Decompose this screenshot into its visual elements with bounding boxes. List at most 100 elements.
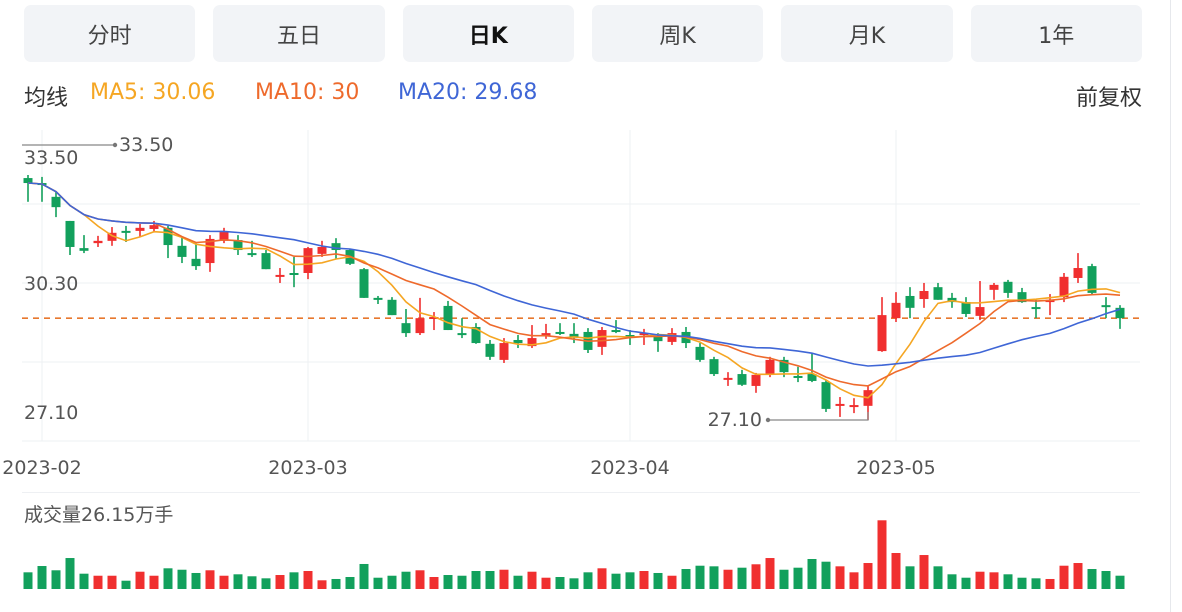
candle-body — [443, 305, 453, 331]
volume-bar — [1087, 569, 1097, 589]
volume-bar — [373, 577, 383, 589]
candle-body — [191, 258, 201, 267]
candle — [471, 323, 481, 344]
volume-bar — [751, 564, 761, 589]
candle-body — [65, 220, 75, 247]
candle — [611, 320, 621, 334]
volume-bars — [23, 520, 1125, 589]
candle — [709, 356, 719, 376]
tab-monthly-k[interactable]: 月K — [781, 5, 953, 62]
tab-daily-k[interactable]: 日K — [402, 5, 574, 62]
candle — [37, 176, 47, 202]
volume-bar — [191, 572, 201, 589]
volume-bar — [499, 569, 509, 589]
volume-bar — [485, 570, 495, 589]
volume-bar — [555, 576, 565, 589]
candle — [751, 372, 761, 393]
right-border — [1170, 0, 1171, 612]
volume-bar — [37, 566, 47, 589]
volume-bar — [527, 571, 537, 589]
volume-bar — [1031, 578, 1041, 589]
price-adjust-toggle[interactable]: 前复权 — [1075, 86, 1142, 111]
candle-body — [639, 333, 649, 336]
candle — [485, 339, 495, 360]
candle-body — [373, 297, 383, 300]
max-marker-label: 33.50 — [119, 134, 173, 156]
grid — [22, 130, 1140, 442]
ma-legend: 均线 MA5: 30.06 MA10: 30 MA20: 29.68 前复权 — [24, 80, 1142, 111]
candle — [919, 282, 929, 308]
candle-body — [877, 315, 887, 352]
volume-bar — [569, 578, 579, 589]
volume-bar — [149, 575, 159, 589]
volume-bar — [849, 572, 859, 589]
y-axis-label-max: 33.50 — [24, 147, 78, 169]
candle — [303, 246, 313, 280]
candle-body — [555, 331, 565, 334]
volume-bar — [163, 568, 173, 589]
min-marker-dot — [765, 417, 771, 423]
candle-body — [135, 227, 145, 231]
candle-body — [1087, 266, 1097, 293]
candle-body — [653, 336, 663, 342]
ma-legend-title: 均线 — [24, 86, 69, 111]
ma10-line — [27, 182, 1121, 387]
volume-bar — [793, 567, 803, 589]
volume-bar — [513, 575, 523, 589]
candle-body — [723, 377, 733, 380]
candle-body — [1115, 307, 1125, 319]
tab-weekly-k[interactable]: 周K — [591, 5, 764, 62]
candle-body — [401, 323, 411, 334]
volume-bar — [457, 575, 467, 589]
candle — [65, 220, 75, 256]
candle — [1073, 253, 1083, 283]
candle — [835, 397, 845, 417]
volume-bar — [345, 576, 355, 589]
tab-one-year[interactable]: 1年 — [970, 5, 1142, 62]
volume-bar — [877, 520, 887, 589]
x-tick-label: 2023-05 — [856, 457, 935, 479]
tab-five-day[interactable]: 五日 — [213, 5, 385, 62]
candle — [905, 287, 915, 319]
candle — [387, 297, 397, 316]
candle-body — [933, 287, 943, 300]
volume-bar — [765, 558, 775, 589]
tab-intraday[interactable]: 分时 — [24, 5, 196, 62]
volume-bar — [23, 572, 33, 589]
extreme-markers: 33.50 27.10 — [22, 134, 869, 431]
candle-body — [989, 284, 999, 290]
volume-bar — [1115, 575, 1125, 589]
candle — [457, 318, 467, 339]
candle — [233, 235, 243, 256]
volume-bar — [275, 575, 285, 589]
candle — [289, 256, 299, 288]
candle-body — [93, 240, 103, 244]
candle-body — [121, 230, 131, 233]
candle-body — [709, 359, 719, 375]
volume-bar — [51, 570, 61, 589]
y-axis-label-min: 27.10 — [24, 402, 78, 424]
volume-bar — [947, 574, 957, 589]
candle-body — [961, 302, 971, 314]
candle-body — [919, 290, 929, 300]
volume-bar — [247, 576, 257, 589]
candle-body — [891, 302, 901, 319]
candle-body — [667, 333, 677, 342]
volume-bar — [79, 573, 89, 589]
volume-bar — [1101, 570, 1111, 589]
ma20-line — [27, 182, 1121, 367]
candle — [695, 343, 705, 362]
volume-bar — [177, 569, 187, 589]
volume-bar — [863, 563, 873, 589]
volume-bar — [541, 577, 551, 589]
candle-body — [905, 295, 915, 308]
candle-body — [387, 299, 397, 316]
candle-body — [457, 333, 467, 336]
min-marker-line — [768, 412, 869, 421]
volume-bar — [653, 572, 663, 589]
volume-bar — [681, 569, 691, 589]
volume-separator — [22, 492, 1140, 493]
min-marker-label: 27.10 — [708, 409, 762, 431]
y-axis-label-mid: 30.30 — [24, 273, 78, 295]
